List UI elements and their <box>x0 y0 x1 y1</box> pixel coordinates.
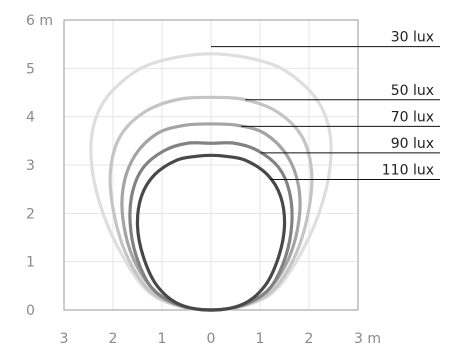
lux-curves <box>89 52 333 312</box>
y-tick-label: 1 <box>26 255 35 271</box>
x-tick-label: 0 <box>207 331 216 347</box>
grid <box>64 20 358 310</box>
x-tick-label: 1 <box>256 331 265 347</box>
x-tick-label: 2 <box>305 331 314 347</box>
curve-30-lux <box>89 52 333 312</box>
curve-90-lux <box>128 141 294 312</box>
label-70-lux: 70 lux <box>391 109 434 125</box>
y-tick-label: 3 <box>26 158 35 174</box>
label-90-lux: 90 lux <box>391 136 434 152</box>
lux-labels: 30 lux 50 lux 70 lux 90 lux 110 lux <box>211 30 440 180</box>
y-tick-label: 5 <box>26 61 35 77</box>
x-tick-label: 3 <box>60 331 69 347</box>
curve-70-lux <box>120 122 302 312</box>
x-tick-label: 3 m <box>354 331 381 347</box>
x-tick-label: 2 <box>109 331 118 347</box>
curve-50-lux <box>108 95 314 312</box>
label-110-lux: 110 lux <box>382 163 434 179</box>
label-50-lux: 50 lux <box>391 83 434 99</box>
x-tick-label: 1 <box>158 331 167 347</box>
y-tick-label: 6 m <box>26 13 53 29</box>
y-tick-label: 0 <box>26 303 35 319</box>
axis-ticks: 0 1 2 3 4 5 6 m 3 2 1 0 1 2 3 m <box>26 13 381 347</box>
label-30-lux: 30 lux <box>391 30 434 46</box>
curve-110-lux <box>135 153 287 312</box>
y-tick-label: 2 <box>26 206 35 222</box>
y-tick-label: 4 <box>26 110 35 126</box>
